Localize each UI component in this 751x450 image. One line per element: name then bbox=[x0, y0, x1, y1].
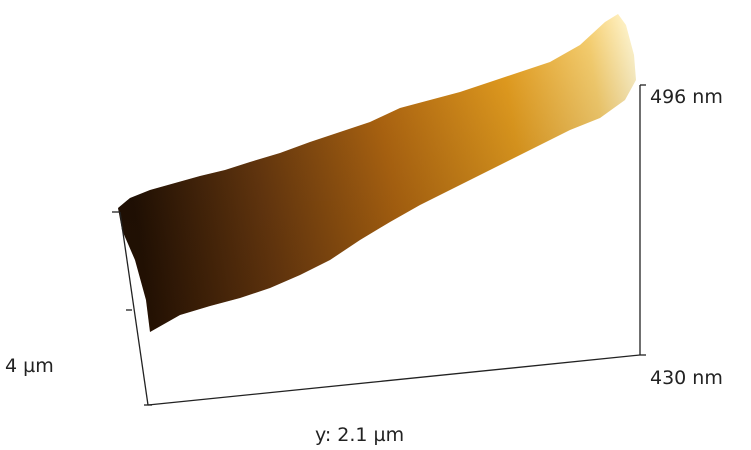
surface bbox=[118, 14, 636, 332]
axes bbox=[112, 84, 646, 406]
z-max-label: 496 nm bbox=[650, 86, 723, 108]
y-axis-label: y: 2.1 µm bbox=[315, 424, 404, 446]
y-axis bbox=[147, 354, 641, 406]
x-axis bbox=[119, 211, 149, 406]
surface-shade bbox=[118, 14, 636, 332]
x-axis-label: 4 µm bbox=[5, 355, 54, 377]
z-min-label: 430 nm bbox=[650, 367, 723, 389]
